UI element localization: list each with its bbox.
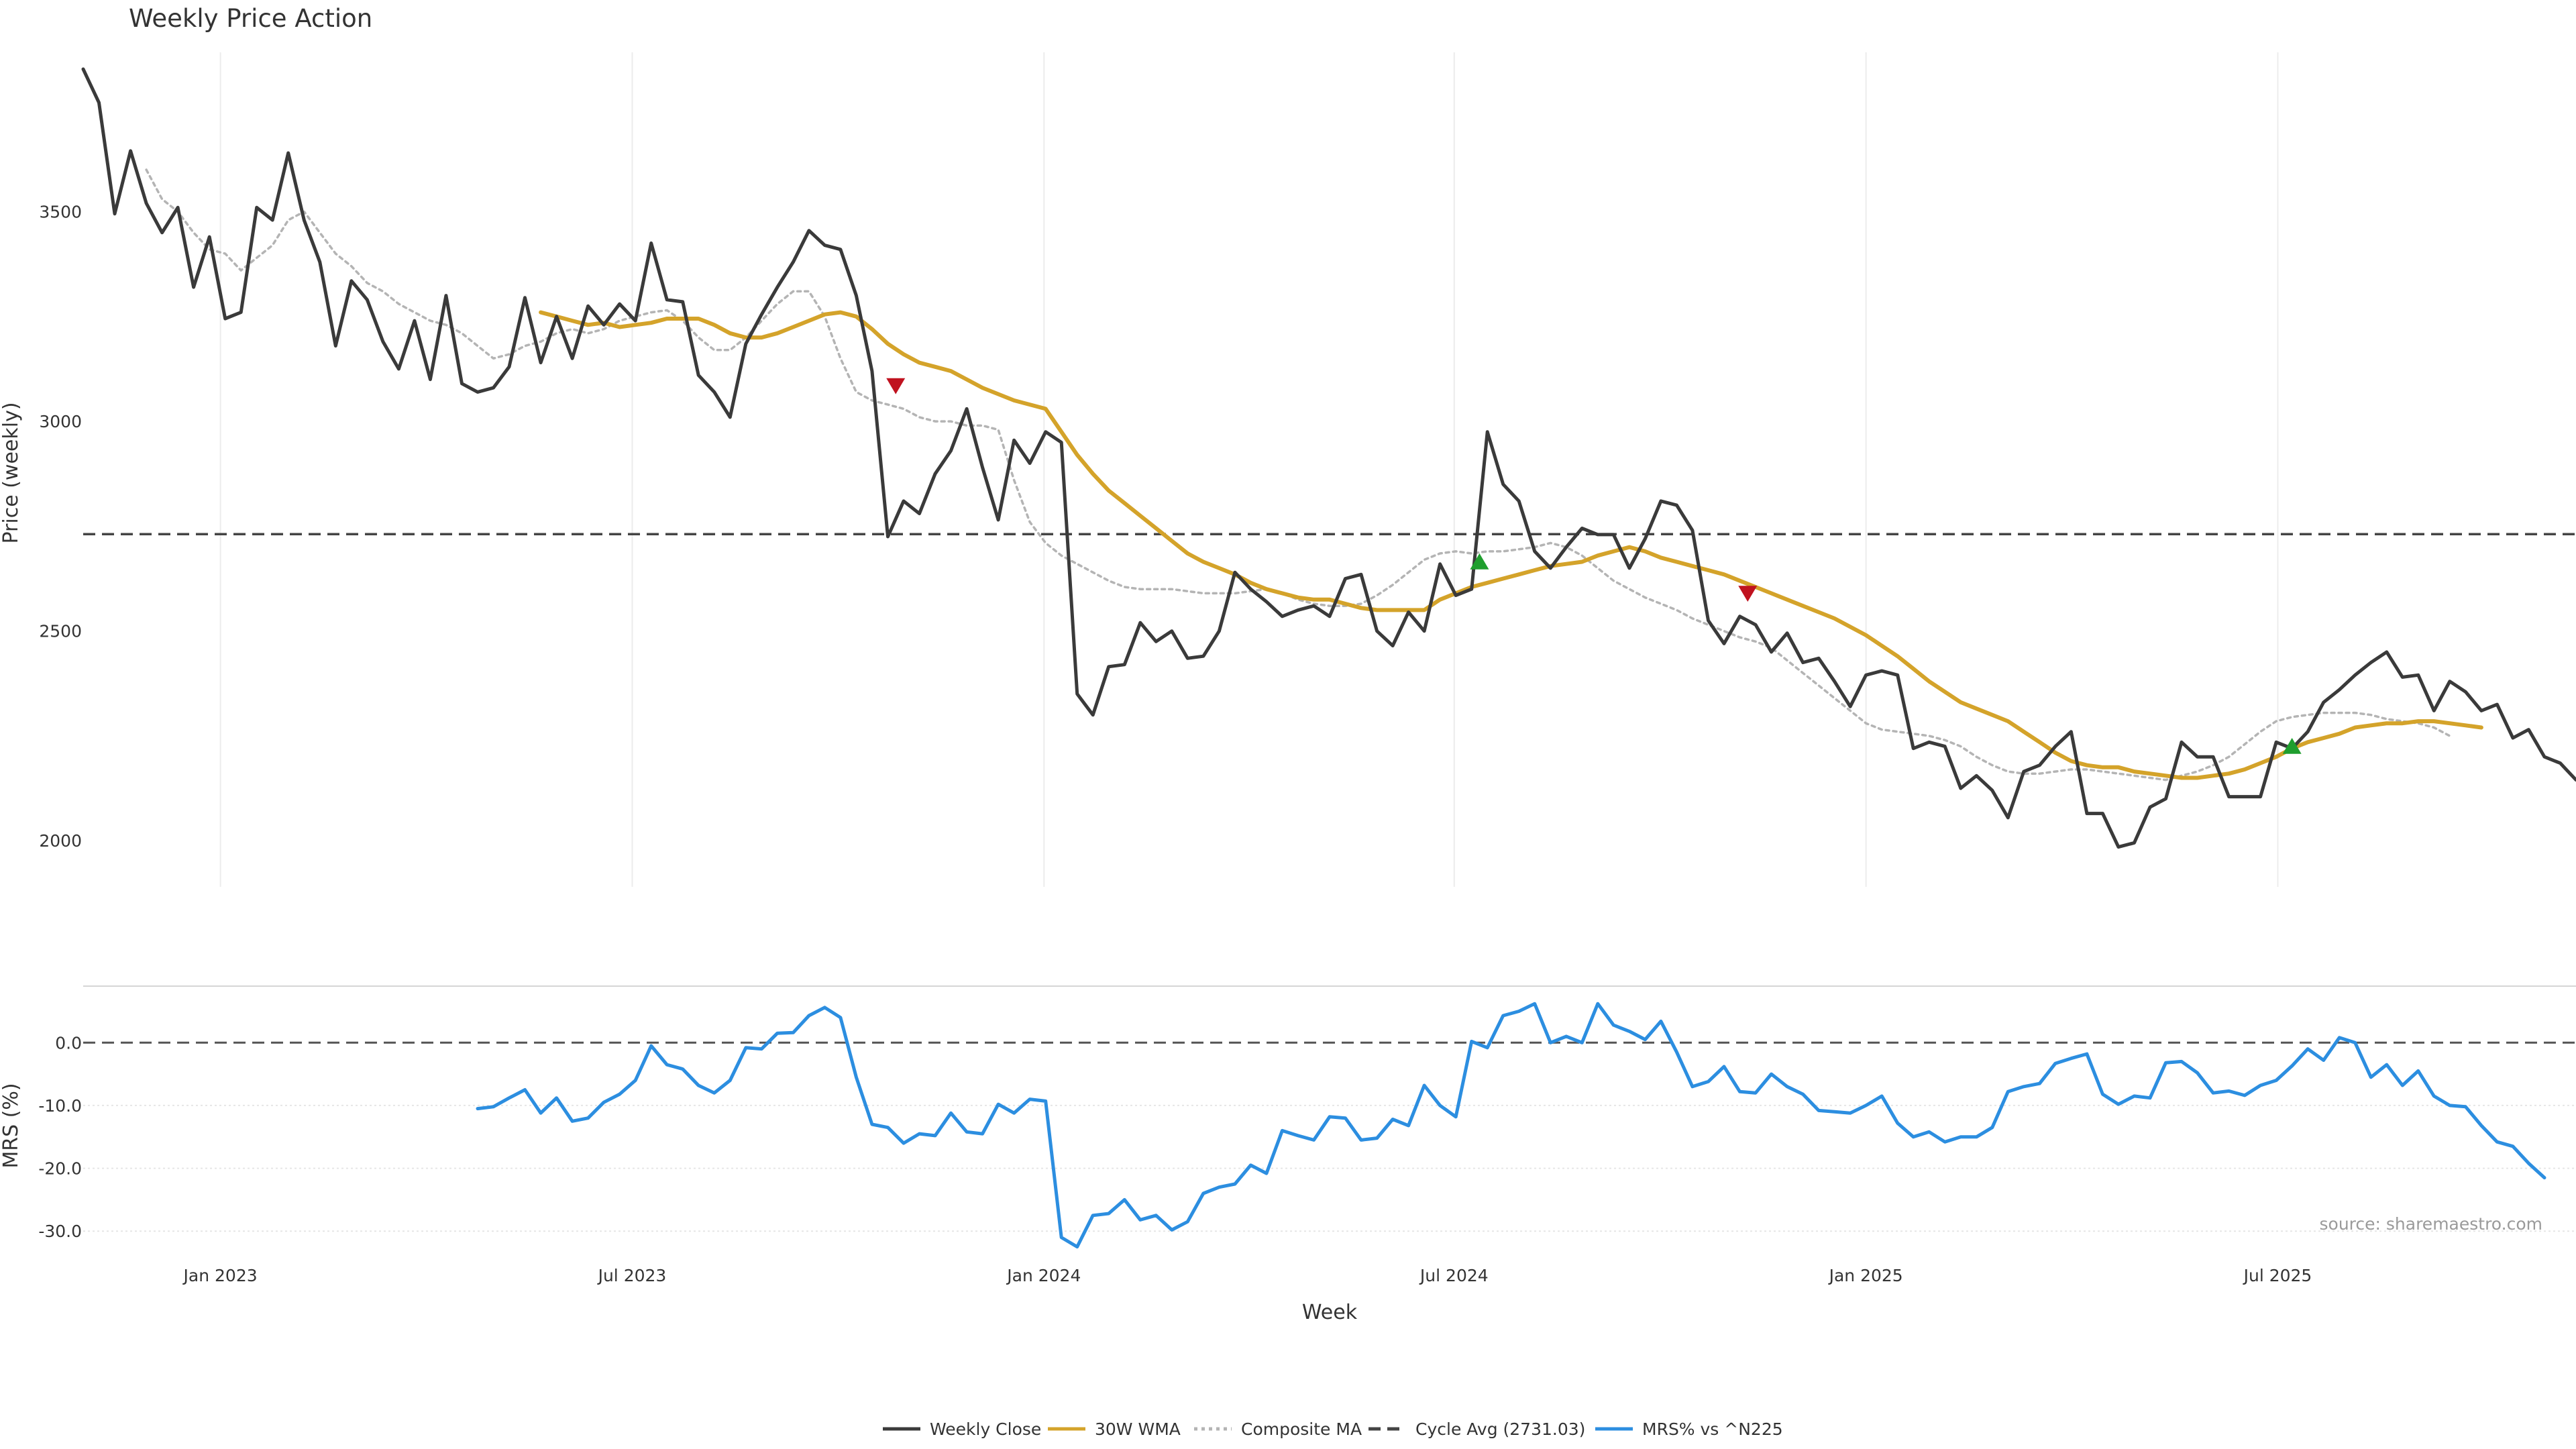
x-tick-label: Jul 2025 <box>2243 1266 2312 1285</box>
x-axis-label: Week <box>1302 1301 1358 1324</box>
axis-ticks: Jan 2023 Jul 2023 Jan 2024 Jul 2024 Jan 2025… <box>38 203 2312 1285</box>
legend-label: Composite MA <box>1241 1419 1362 1439</box>
price-y-tick-label: 2000 <box>39 831 82 851</box>
legend-label: Cycle Avg (2731.03) <box>1415 1419 1585 1439</box>
mrs-panel <box>83 1002 2576 1249</box>
legend-label: MRS% vs ^N225 <box>1642 1419 1783 1439</box>
series-mrs-vs-n225 <box>476 1002 2546 1249</box>
x-tick-label: Jan 2024 <box>1006 1266 1081 1285</box>
series-weekly-close <box>81 67 2576 849</box>
mrs-y-tick-label: -30.0 <box>38 1222 82 1241</box>
series-30w-wma <box>539 310 2483 780</box>
series-composite-ma <box>145 168 2451 782</box>
sell-signal-marker <box>886 378 906 394</box>
sell-signal-marker <box>1738 586 1758 602</box>
legend-label: 30W WMA <box>1095 1419 1181 1439</box>
buy-signal-marker <box>1470 553 1489 570</box>
legend: Weekly Close 30W WMA Composite MA Cycle Avg… <box>883 1419 1783 1439</box>
mrs-y-tick-label: -10.0 <box>38 1096 82 1116</box>
price-y-axis-label: Price (weekly) <box>0 402 23 543</box>
buy-signal-marker <box>2282 737 2302 754</box>
price-y-tick-label: 2500 <box>39 622 82 641</box>
price-panel <box>81 67 2576 849</box>
x-tick-label: Jul 2023 <box>597 1266 667 1285</box>
x-tick-label: Jan 2025 <box>1828 1266 1903 1285</box>
x-tick-label: Jan 2023 <box>182 1266 258 1285</box>
mrs-y-tick-label: 0.0 <box>55 1033 82 1053</box>
x-tick-label: Jul 2024 <box>1419 1266 1489 1285</box>
legend-label: Weekly Close <box>930 1419 1041 1439</box>
price-y-tick-label: 3500 <box>39 203 82 222</box>
grid-lines <box>83 52 2576 1232</box>
source-note: source: sharemaestro.com <box>2320 1214 2543 1234</box>
mrs-y-axis-label: MRS (%) <box>0 1083 23 1168</box>
price-y-tick-label: 3000 <box>39 412 82 431</box>
chart-title: Weekly Price Action <box>129 4 372 33</box>
mrs-y-tick-label: -20.0 <box>38 1159 82 1179</box>
